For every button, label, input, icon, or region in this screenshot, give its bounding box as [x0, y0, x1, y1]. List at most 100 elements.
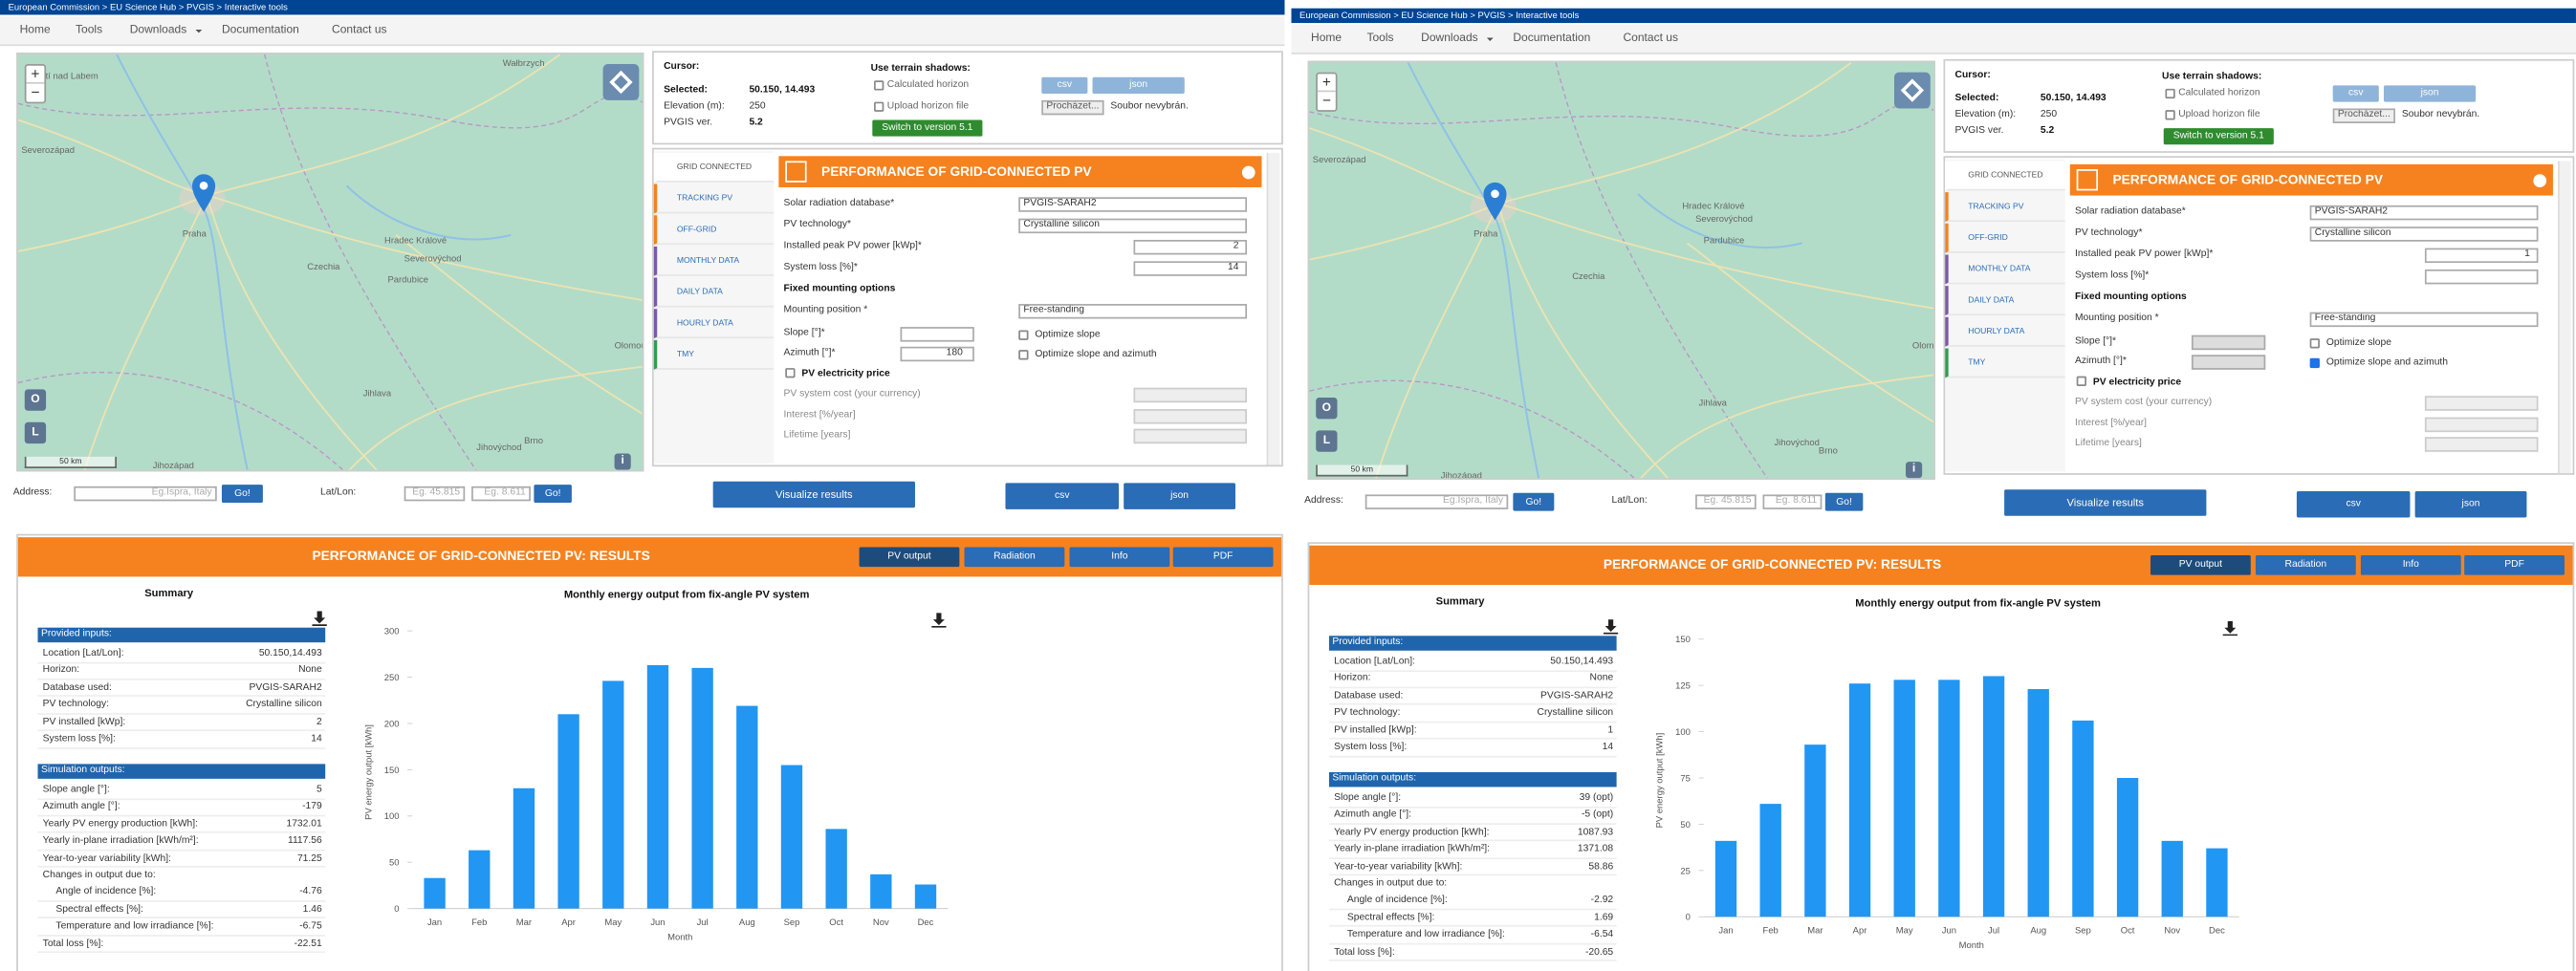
- slope-input[interactable]: [900, 327, 974, 342]
- nav-item[interactable]: Contact us: [332, 24, 387, 36]
- azimuth-input[interactable]: 180: [900, 346, 974, 362]
- form-tab[interactable]: TRACKING PV: [653, 183, 775, 214]
- map-button[interactable]: L: [24, 421, 47, 444]
- checkbox[interactable]: [1018, 350, 1029, 360]
- select[interactable]: Crystalline silicon: [2309, 227, 2539, 242]
- select[interactable]: Crystalline silicon: [1018, 218, 1248, 234]
- checkbox[interactable]: [2076, 376, 2086, 386]
- form-tab[interactable]: HOURLY DATA: [1945, 316, 2065, 347]
- nav-item[interactable]: Documentation: [1513, 32, 1591, 45]
- form-tab[interactable]: GRID CONNECTED: [1945, 161, 2065, 191]
- download-icon[interactable]: [931, 613, 947, 628]
- results-tab[interactable]: Info: [1069, 547, 1170, 568]
- zoom-in[interactable]: +: [26, 66, 45, 84]
- results-tab[interactable]: PV output: [859, 547, 960, 568]
- address-input[interactable]: Eg.Ispra, Italy: [74, 486, 217, 502]
- input[interactable]: 14: [1133, 261, 1248, 276]
- nav-item[interactable]: Documentation: [221, 24, 299, 36]
- json-button[interactable]: json: [1092, 76, 1185, 94]
- select[interactable]: PVGIS-SARAH2: [2309, 205, 2539, 221]
- map-tiles[interactable]: [1309, 62, 1935, 480]
- input[interactable]: 1: [2424, 248, 2539, 264]
- zoom-out[interactable]: −: [1321, 92, 1331, 109]
- download-icon[interactable]: [1603, 619, 1619, 635]
- results-tab[interactable]: Radiation: [964, 547, 1065, 568]
- nav-item[interactable]: Tools: [1366, 32, 1394, 45]
- layers-button[interactable]: [602, 64, 640, 100]
- nav-item[interactable]: Home: [19, 24, 51, 36]
- lat-input[interactable]: Eg. 45.815: [1695, 494, 1757, 509]
- price-input[interactable]: [2424, 416, 2539, 432]
- price-input[interactable]: [1133, 428, 1248, 444]
- nav-item[interactable]: Contact us: [1623, 32, 1678, 45]
- zoom-out[interactable]: −: [31, 83, 40, 100]
- visualize-button[interactable]: Visualize results: [2004, 489, 2207, 516]
- lon-input[interactable]: Eg. 8.611: [1762, 494, 1823, 509]
- form-tab[interactable]: OFF-GRID: [1945, 223, 2065, 253]
- json-button[interactable]: json: [2383, 85, 2477, 102]
- form-tab[interactable]: TRACKING PV: [1945, 192, 2065, 223]
- form-tab[interactable]: TMY: [1945, 348, 2065, 378]
- lat-input[interactable]: Eg. 45.815: [404, 486, 466, 502]
- input[interactable]: 2: [1133, 239, 1248, 255]
- form-tab[interactable]: MONTHLY DATA: [653, 246, 775, 276]
- csv-button[interactable]: csv: [2332, 85, 2379, 102]
- json-download-button[interactable]: json: [1124, 483, 1236, 509]
- checkbox[interactable]: [2165, 110, 2175, 120]
- results-tab[interactable]: PV output: [2150, 555, 2251, 575]
- form-tab[interactable]: HOURLY DATA: [653, 309, 775, 339]
- price-input[interactable]: [2424, 437, 2539, 452]
- checkbox[interactable]: [874, 101, 884, 112]
- checkbox[interactable]: [2309, 338, 2320, 349]
- zoom-in[interactable]: +: [1317, 74, 1336, 93]
- form-tab[interactable]: DAILY DATA: [1945, 286, 2065, 316]
- checkbox[interactable]: [785, 368, 796, 378]
- results-tab[interactable]: PDF: [2464, 555, 2565, 575]
- nav-item[interactable]: Downloads: [129, 24, 187, 36]
- download-icon[interactable]: [312, 611, 327, 626]
- form-tab[interactable]: TMY: [653, 339, 775, 370]
- map-tiles[interactable]: [17, 54, 644, 472]
- info-button[interactable]: i: [1905, 462, 1923, 479]
- csv-button[interactable]: csv: [1041, 76, 1088, 94]
- go-latlon-button[interactable]: Go!: [534, 485, 572, 504]
- checkbox[interactable]: [2309, 357, 2320, 369]
- map-button[interactable]: O: [24, 389, 47, 411]
- csv-download-button[interactable]: csv: [2296, 491, 2411, 518]
- select[interactable]: PVGIS-SARAH2: [1018, 197, 1248, 212]
- csv-download-button[interactable]: csv: [1005, 483, 1120, 509]
- layers-button[interactable]: [1893, 72, 1931, 109]
- results-tab[interactable]: PDF: [1172, 547, 1274, 568]
- map-button[interactable]: O: [1316, 398, 1338, 420]
- browse-button[interactable]: Procházet...: [1041, 99, 1104, 116]
- price-input[interactable]: [1133, 387, 1248, 403]
- form-tab[interactable]: MONTHLY DATA: [1945, 254, 2065, 285]
- go-latlon-button[interactable]: Go!: [1824, 492, 1864, 511]
- select[interactable]: Free-standing: [2309, 312, 2539, 328]
- nav-item[interactable]: Home: [1311, 32, 1343, 45]
- select[interactable]: Free-standing: [1018, 304, 1248, 319]
- input[interactable]: [2424, 269, 2539, 285]
- checkbox[interactable]: [1018, 330, 1029, 340]
- lon-input[interactable]: Eg. 8.611: [471, 486, 531, 502]
- results-tab[interactable]: Info: [2360, 555, 2461, 575]
- slope-input[interactable]: [2191, 334, 2266, 351]
- map-button[interactable]: L: [1316, 430, 1338, 452]
- address-input[interactable]: Eg.Ispra, Italy: [1364, 494, 1509, 509]
- browse-button[interactable]: Procházet...: [2332, 108, 2395, 123]
- nav-item[interactable]: Tools: [76, 24, 103, 36]
- switch-version-button[interactable]: Switch to version 5.1: [2163, 128, 2274, 145]
- form-tab[interactable]: DAILY DATA: [653, 277, 775, 308]
- checkbox[interactable]: [874, 80, 884, 91]
- form-tab[interactable]: GRID CONNECTED: [653, 152, 775, 183]
- results-tab[interactable]: Radiation: [2255, 555, 2356, 575]
- info-button[interactable]: i: [614, 453, 631, 470]
- price-input[interactable]: [2424, 396, 2539, 411]
- go-button[interactable]: Go!: [1513, 492, 1555, 511]
- nav-item[interactable]: Downloads: [1421, 32, 1478, 45]
- price-input[interactable]: [1133, 408, 1248, 423]
- checkbox[interactable]: [2165, 88, 2175, 99]
- form-tab[interactable]: OFF-GRID: [653, 215, 775, 246]
- switch-version-button[interactable]: Switch to version 5.1: [872, 119, 983, 137]
- azimuth-input[interactable]: [2191, 355, 2266, 370]
